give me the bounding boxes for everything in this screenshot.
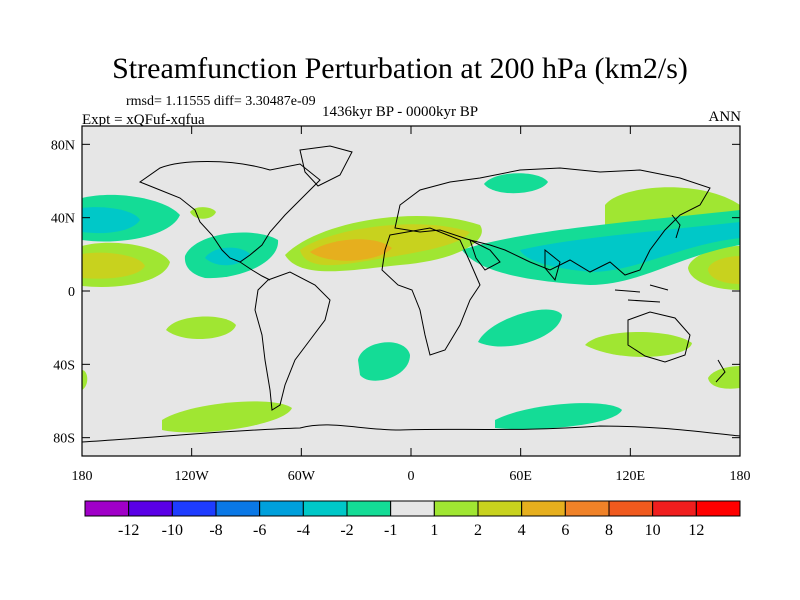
coastline-japan xyxy=(671,214,681,239)
colorbar-swatch xyxy=(564,500,610,517)
anomaly-patch-southern-ocean-negative xyxy=(495,403,622,430)
colorbar-label: -6 xyxy=(253,522,266,539)
colorbar-swatch xyxy=(433,500,479,517)
lon-tick-label: 180 xyxy=(730,469,751,484)
anomaly-patch-atlantic-core xyxy=(310,239,392,261)
anomaly-patch-indian-ocean-negative xyxy=(478,309,562,347)
colorbar-swatch xyxy=(128,500,173,517)
colorbar-label: 2 xyxy=(474,522,482,539)
coastline-antarctica xyxy=(82,424,740,443)
colorbar-swatch xyxy=(259,500,304,517)
colorbar-label: -12 xyxy=(118,522,139,539)
lon-tick-label: 120W xyxy=(175,469,210,484)
colorbar-label: -10 xyxy=(162,522,183,539)
map-background xyxy=(82,126,740,456)
latitude-axis: 80N 40N 0 40S 80S xyxy=(51,138,75,446)
coastline-australia xyxy=(627,311,691,363)
anomaly-patch-pacific-negative-core xyxy=(82,207,140,234)
coastline-north-america xyxy=(138,161,321,263)
colorbar-swatch xyxy=(346,500,392,517)
stats-label: rmsd= 1.11555 diff= 3.30487e-09 xyxy=(126,94,316,109)
lon-tick-label: 120E xyxy=(616,469,646,484)
season-label: ANN xyxy=(708,109,742,125)
colorbar-swatch xyxy=(215,500,261,517)
lon-tick-label: 60W xyxy=(288,469,316,484)
colorbar-label: 4 xyxy=(518,522,526,539)
colorbar-label: -8 xyxy=(209,522,222,539)
colorbar-swatch xyxy=(652,500,697,517)
anomaly-patch-southern-ocean-positive xyxy=(162,401,292,433)
axis-ticks xyxy=(81,126,741,456)
colorbar-label: -2 xyxy=(340,522,353,539)
anomaly-patch-south-edge-positive xyxy=(82,370,88,390)
coastline-maritime xyxy=(614,284,669,303)
period-label: 1436kyr BP - 0000kyr BP xyxy=(322,104,479,120)
colorbar-label: 1 xyxy=(430,522,438,539)
coastline-central-america xyxy=(239,261,271,281)
chart-title: Streamfunction Perturbation at 200 hPa (… xyxy=(112,52,688,85)
experiment-label: Expt = xQFuf-xqfua xyxy=(82,112,205,128)
lat-tick-label: 40S xyxy=(53,358,75,373)
anomaly-patch-east-pacific-mid xyxy=(82,252,145,279)
colorbar-swatch xyxy=(171,500,217,517)
coastline-greenland xyxy=(299,145,353,187)
colorbar-label: 6 xyxy=(561,522,569,539)
anomaly-patch-south-pacific-positive xyxy=(166,316,236,340)
coastlines xyxy=(82,145,740,443)
anomaly-patch-west-pacific-mid xyxy=(708,256,740,284)
lon-tick-label: 180 xyxy=(72,469,93,484)
colorbar-label: 12 xyxy=(688,522,704,539)
colorbar-swatch xyxy=(608,500,654,517)
lon-tick-label: 0 xyxy=(408,469,415,484)
lat-tick-label: 80N xyxy=(51,138,75,153)
coastline-india xyxy=(544,248,561,282)
coastline-africa xyxy=(381,227,481,356)
colorbar-swatch xyxy=(390,500,435,517)
anomaly-field xyxy=(82,173,740,433)
anomaly-patch-southeast-positive xyxy=(708,366,740,389)
coastline-eurasia xyxy=(394,167,711,276)
lat-tick-label: 80S xyxy=(53,432,75,447)
colorbar-label: 10 xyxy=(645,522,661,539)
anomaly-patch-north-atlantic-positive xyxy=(190,207,216,219)
anomaly-patch-south-atlantic-negative xyxy=(358,342,410,381)
colorbar-swatch xyxy=(84,500,130,517)
coastline-new-zealand xyxy=(715,359,726,383)
anomaly-patch-asia-negative-core xyxy=(520,222,740,272)
colorbar-label: 8 xyxy=(605,522,613,539)
colorbar-swatch xyxy=(695,500,741,517)
lat-tick-label: 40N xyxy=(51,212,75,227)
colorbar-label: -1 xyxy=(384,522,397,539)
colorbar-label: -4 xyxy=(297,522,310,539)
lat-tick-label: 0 xyxy=(68,285,75,300)
longitude-axis: 180 120W 60W 0 60E 120E 180 xyxy=(72,469,751,484)
anomaly-patch-australia-positive xyxy=(585,331,692,357)
lon-tick-label: 60E xyxy=(509,469,532,484)
anomaly-patch-arctic-negative xyxy=(484,173,548,194)
colorbar-swatch xyxy=(302,500,348,517)
anomaly-patch-caribbean-core xyxy=(205,247,250,266)
colorbar-swatch xyxy=(477,500,523,517)
colorbar-swatch xyxy=(521,500,566,517)
coastline-arabia xyxy=(469,239,501,271)
coastline-south-america xyxy=(254,271,331,411)
colorbar: -12 -10 -8 -6 -4 -2 -1 1 2 4 6 8 10 12 xyxy=(84,500,741,539)
